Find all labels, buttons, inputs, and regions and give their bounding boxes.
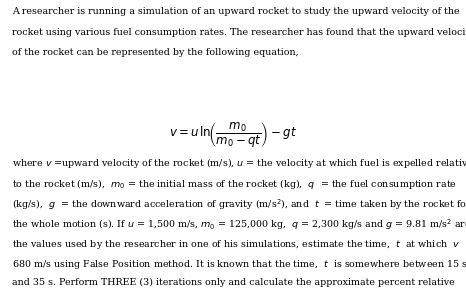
Text: where $v$ =upward velocity of the rocket (m/s), $u$ = the velocity at which fuel: where $v$ =upward velocity of the rocket… <box>12 156 466 170</box>
Text: the whole motion (s). If $u$ = 1,500 m/s, $m_0$ = 125,000 kg,  $q$ = 2,300 kg/s : the whole motion (s). If $u$ = 1,500 m/s… <box>12 217 466 232</box>
Text: A researcher is running a simulation of an upward rocket to study the upward vel: A researcher is running a simulation of … <box>12 7 459 16</box>
Text: and 35 s. Perform THREE (3) iterations only and calculate the approximate percen: and 35 s. Perform THREE (3) iterations o… <box>12 278 454 287</box>
Text: rocket using various fuel consumption rates. The researcher has found that the u: rocket using various fuel consumption ra… <box>12 28 466 37</box>
Text: to the rocket (m/s),  $m_0$ = the initial mass of the rocket (kg),  $q$  = the f: to the rocket (m/s), $m_0$ = the initial… <box>12 177 457 191</box>
Text: (kg/s),  $g$  = the downward acceleration of gravity (m/s$^2$), and  $t$  = time: (kg/s), $g$ = the downward acceleration … <box>12 197 466 212</box>
Text: $v = u\,\mathrm{ln}\!\left(\dfrac{m_0}{m_0 - qt}\right) - gt$: $v = u\,\mathrm{ln}\!\left(\dfrac{m_0}{m… <box>169 121 297 150</box>
Text: the values used by the researcher in one of his simulations, estimate the time, : the values used by the researcher in one… <box>12 238 466 251</box>
Text: of the rocket can be represented by the following equation,: of the rocket can be represented by the … <box>12 48 298 57</box>
Text: 680 m/s using False Position method. It is known that the time,  $t$  is somewhe: 680 m/s using False Position method. It … <box>12 258 466 271</box>
